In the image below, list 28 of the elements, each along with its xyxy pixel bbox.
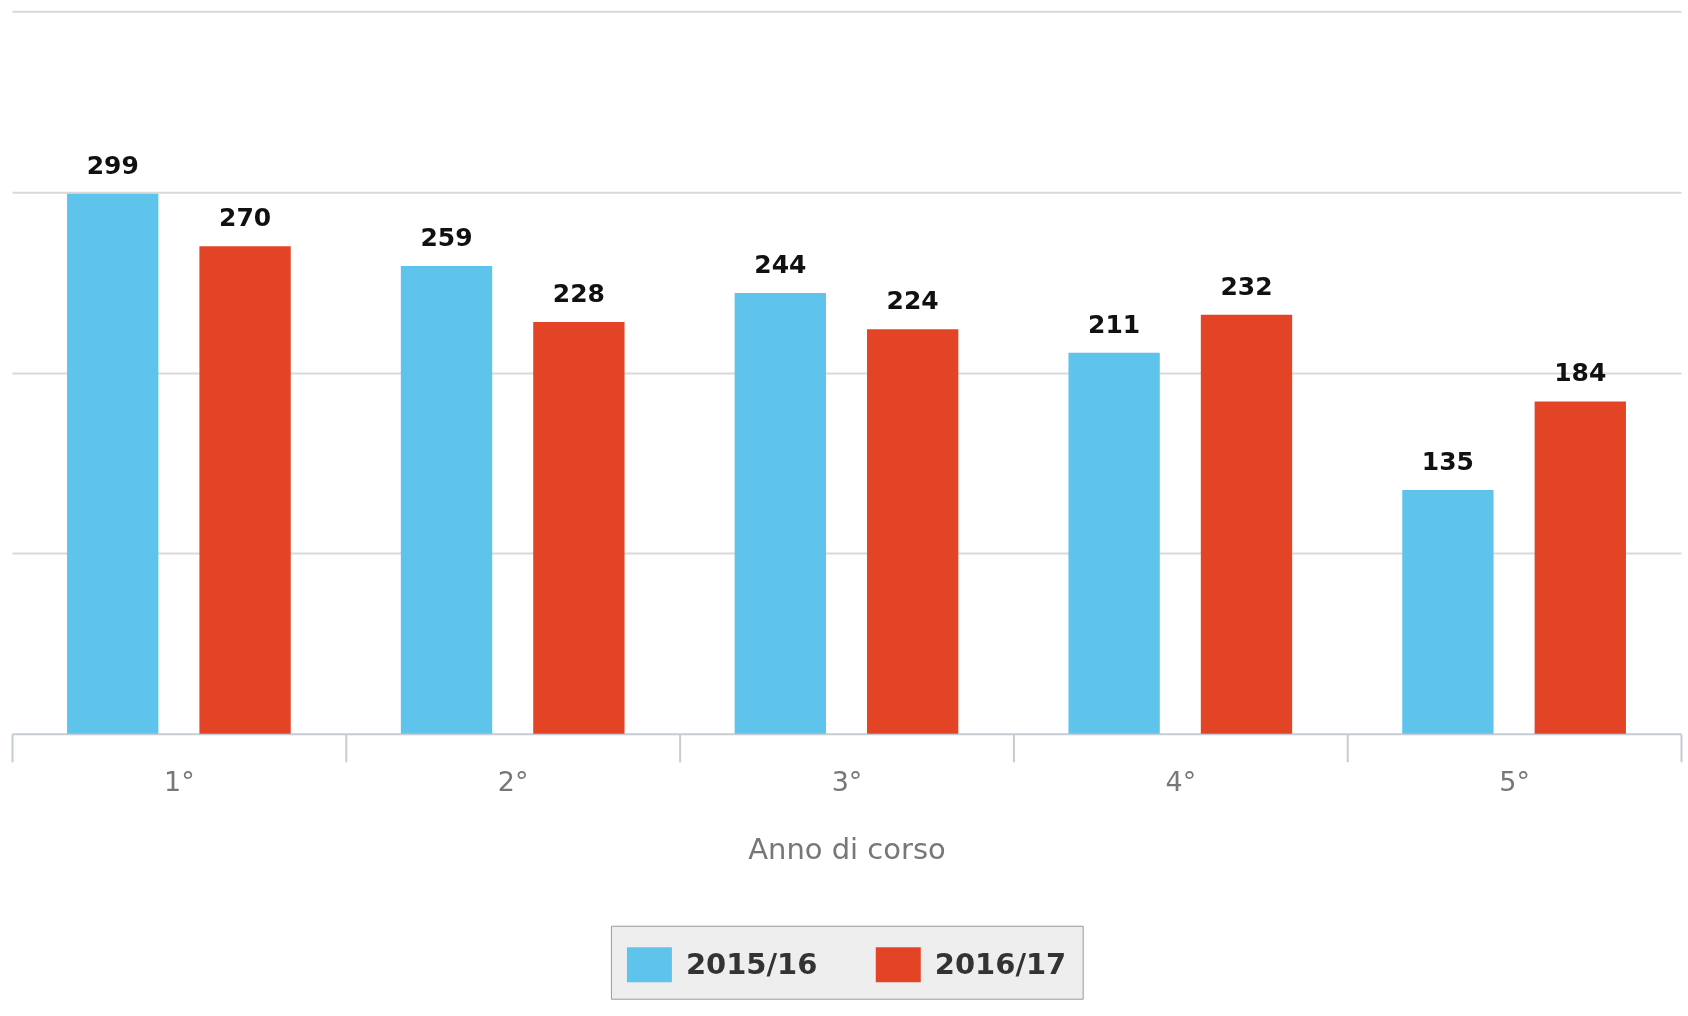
x-tick-label: 5° (1499, 766, 1530, 798)
data-label: 299 (86, 150, 139, 180)
bar (1068, 352, 1160, 734)
bar (400, 266, 493, 734)
bar (533, 322, 625, 734)
data-label: 135 (1421, 447, 1474, 477)
bar (199, 246, 291, 734)
data-label: 244 (754, 250, 807, 280)
bar (1200, 314, 1293, 734)
x-axis-title: Anno di corso (748, 832, 946, 867)
data-label: 224 (886, 286, 939, 316)
bar (734, 293, 826, 734)
data-label: 270 (219, 203, 272, 233)
bar (1534, 401, 1626, 734)
x-tick-label: 2° (497, 766, 529, 798)
data-label: 259 (420, 223, 473, 253)
bar (867, 329, 959, 734)
x-tick-label: 3° (831, 766, 863, 798)
bar (1402, 489, 1494, 734)
data-label: 232 (1220, 271, 1273, 301)
legend-label: 2016/17 (934, 946, 1067, 981)
data-label: 228 (552, 279, 605, 309)
bar (67, 193, 159, 734)
data-label: 211 (1088, 309, 1141, 339)
x-tick-label: 1° (164, 766, 195, 798)
legend-label: 2015/16 (685, 946, 818, 981)
x-tick-label: 4° (1165, 766, 1197, 798)
data-label: 184 (1554, 358, 1607, 388)
